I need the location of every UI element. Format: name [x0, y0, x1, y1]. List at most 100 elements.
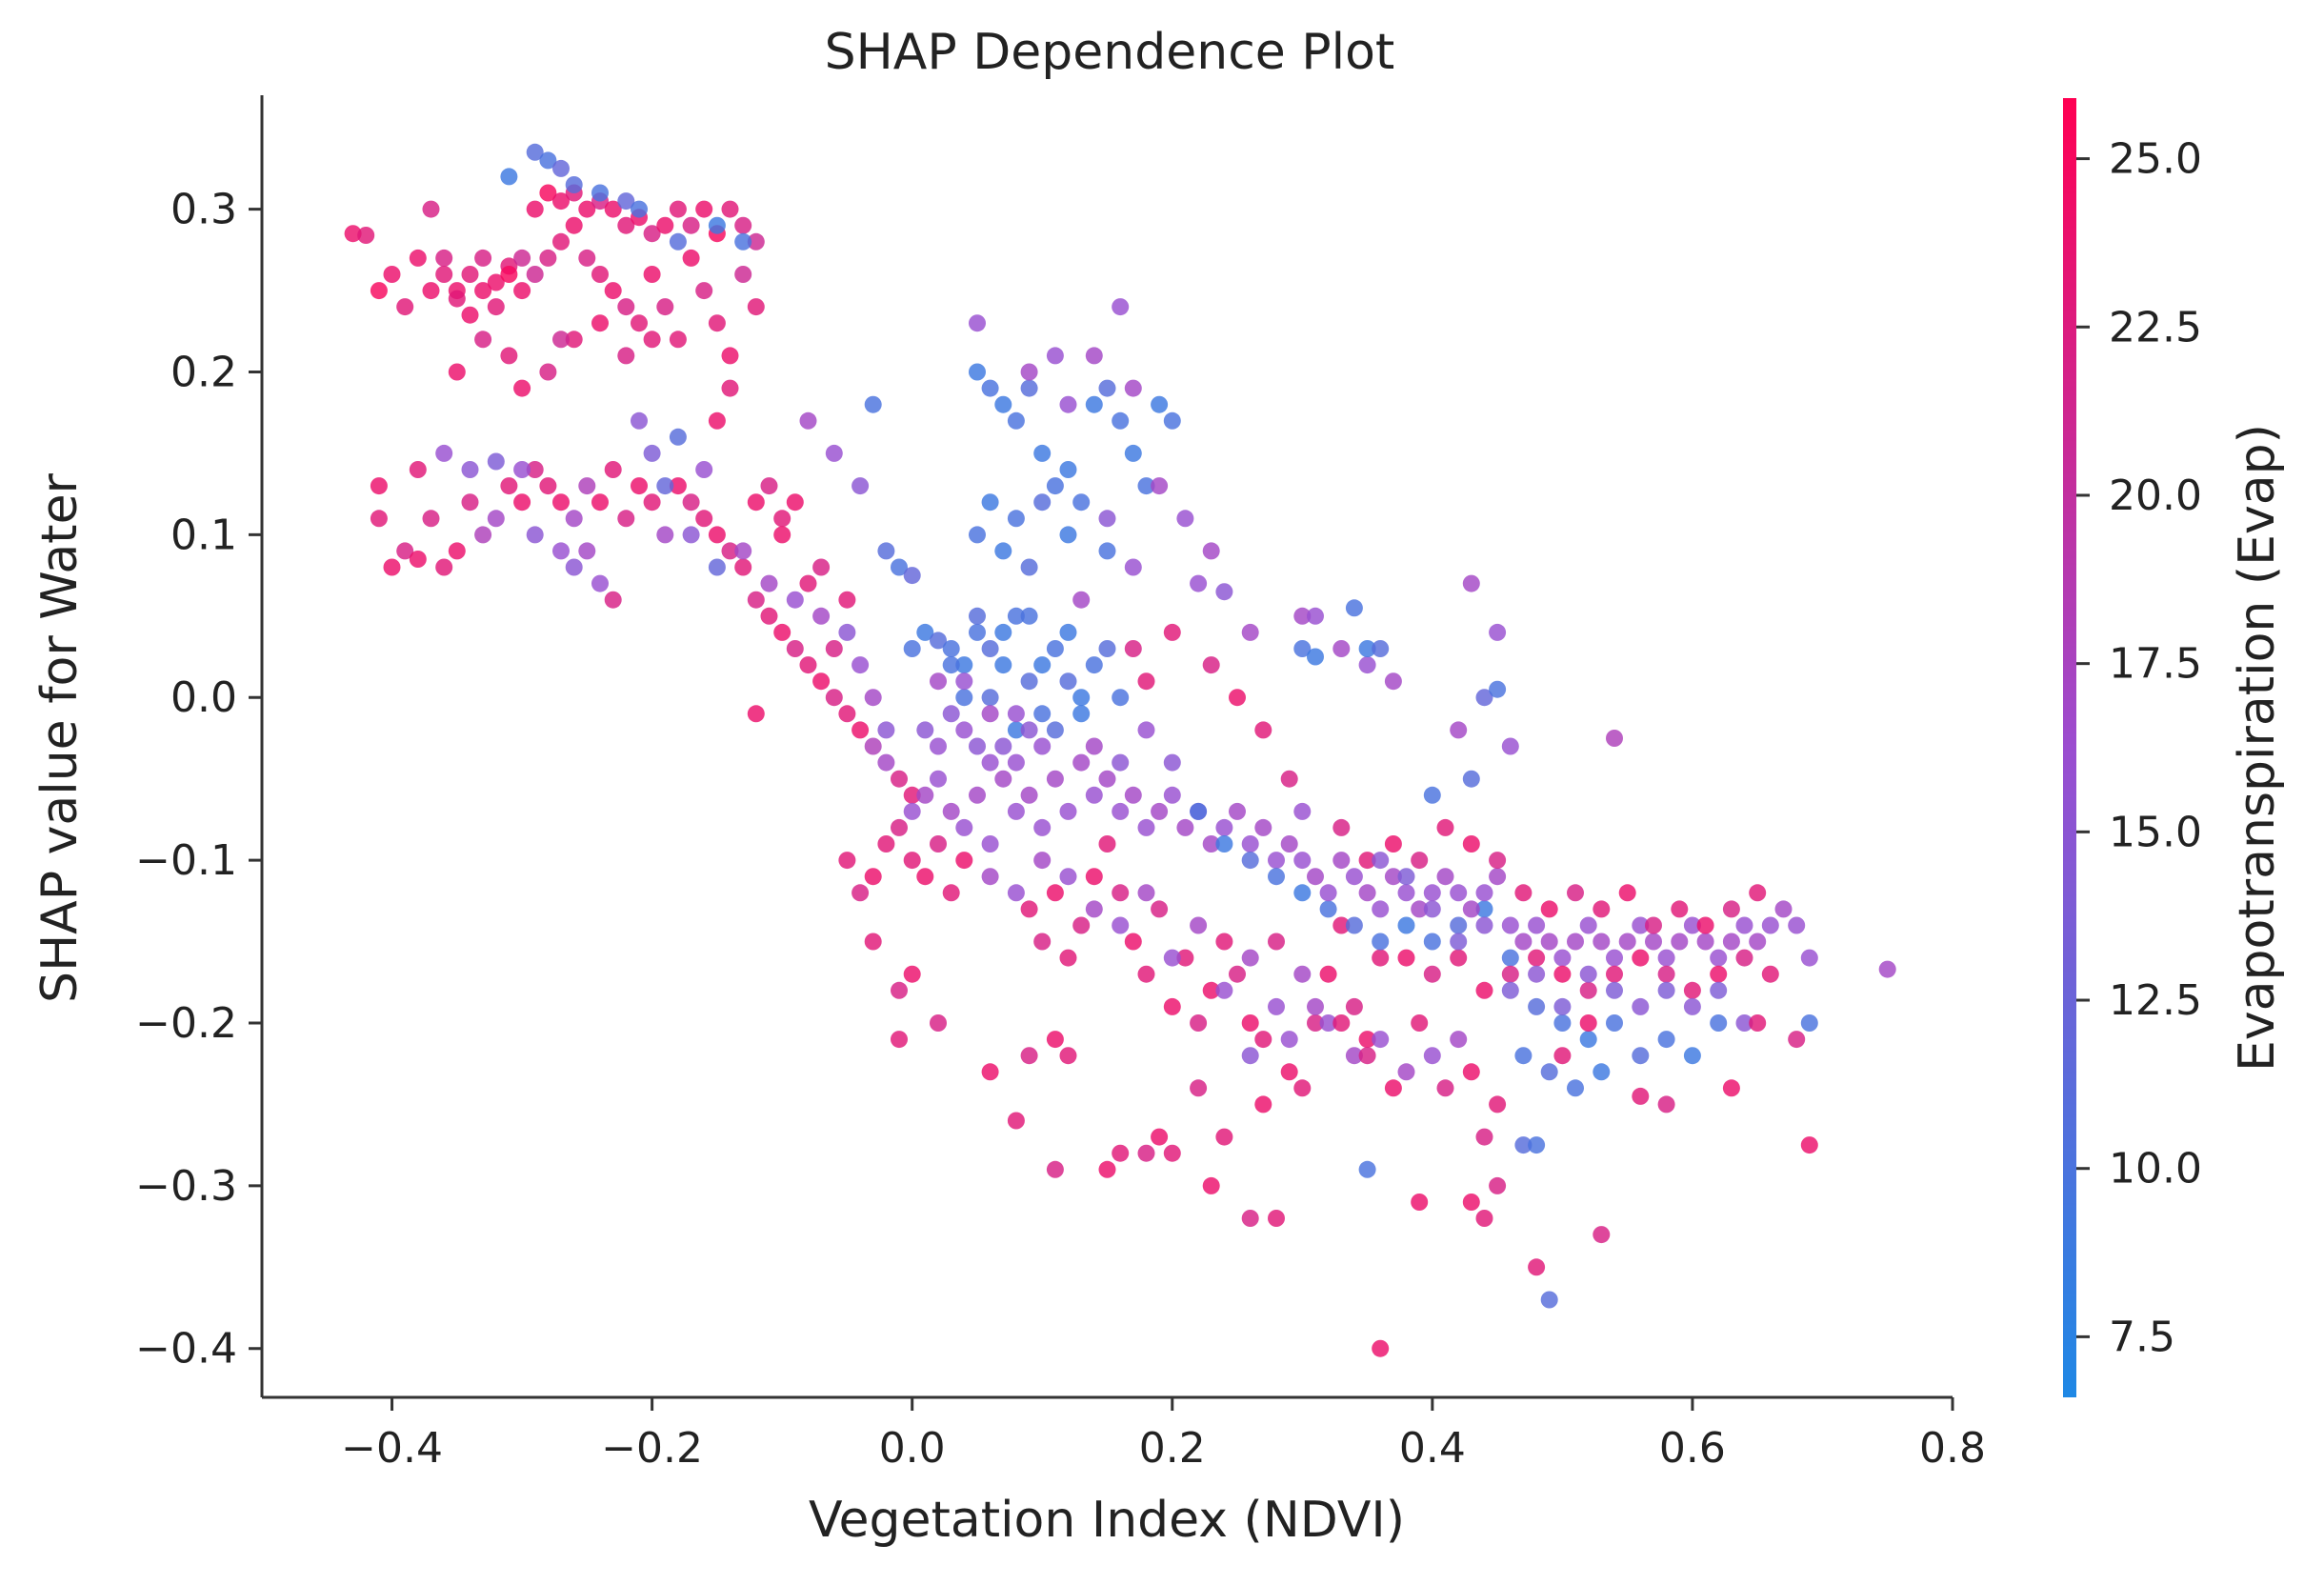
data-point [864, 395, 882, 413]
data-point [1553, 949, 1572, 967]
data-point [1462, 835, 1480, 853]
data-point [1241, 949, 1259, 967]
data-point [695, 282, 713, 300]
data-point [357, 227, 375, 244]
data-point [1059, 1047, 1077, 1065]
data-point [1501, 981, 1519, 999]
data-point [1878, 960, 1896, 978]
data-point [1020, 786, 1038, 804]
data-point [1397, 884, 1415, 902]
data-point [708, 411, 726, 430]
data-point [1254, 721, 1272, 739]
data-point [1372, 1339, 1390, 1357]
data-point [1059, 623, 1077, 641]
data-point [1345, 868, 1363, 886]
data-point [1098, 1160, 1116, 1178]
data-point [891, 981, 908, 999]
data-point [1462, 574, 1480, 592]
data-point [877, 753, 895, 772]
data-point [1722, 933, 1740, 951]
data-point [1683, 981, 1701, 999]
data-point [1528, 949, 1546, 967]
data-point [1215, 835, 1233, 853]
data-point [994, 737, 1012, 755]
data-point [1268, 933, 1285, 951]
data-point [565, 331, 583, 349]
data-point [760, 477, 778, 495]
data-point [1528, 1136, 1546, 1154]
data-point [1671, 900, 1689, 918]
data-point [1788, 916, 1806, 934]
data-point [643, 331, 661, 349]
data-point [1020, 900, 1038, 918]
data-point [851, 477, 870, 495]
data-point [1085, 786, 1103, 804]
data-point [1254, 1031, 1272, 1049]
data-point [1085, 868, 1103, 886]
data-point [1020, 379, 1038, 397]
data-point [994, 770, 1012, 788]
data-point [825, 640, 843, 657]
data-point [1345, 599, 1363, 617]
data-point [383, 558, 401, 576]
data-point [500, 347, 518, 365]
data-point [1618, 933, 1636, 951]
data-point [1137, 818, 1155, 836]
data-point [786, 591, 804, 609]
data-point [1411, 1194, 1429, 1211]
data-point [1735, 949, 1753, 967]
data-point [1020, 1047, 1038, 1065]
data-point [1124, 786, 1142, 804]
data-point [631, 200, 648, 218]
data-point [1293, 1079, 1312, 1097]
data-point [1774, 900, 1793, 918]
data-point [1332, 1014, 1351, 1032]
data-point [1215, 1128, 1233, 1146]
data-point [1046, 721, 1064, 739]
data-point [1722, 1079, 1740, 1097]
data-point [435, 249, 453, 267]
data-point [903, 852, 921, 870]
data-point [1215, 981, 1233, 999]
data-point [1280, 1031, 1298, 1049]
data-point [1423, 900, 1441, 918]
data-point [1098, 640, 1116, 657]
data-point [838, 591, 856, 609]
data-point [825, 444, 843, 462]
data-point [981, 753, 999, 772]
data-point [1540, 933, 1558, 951]
data-point [1579, 981, 1597, 999]
data-point [1735, 916, 1753, 934]
data-point [631, 477, 648, 495]
data-point [721, 200, 739, 218]
data-point [1540, 1063, 1558, 1081]
data-point [1268, 997, 1285, 1015]
data-point [1450, 1031, 1468, 1049]
data-point [930, 672, 947, 691]
data-point [1007, 705, 1025, 723]
data-point [1137, 884, 1155, 902]
data-point [1567, 884, 1584, 902]
data-point [1475, 1210, 1493, 1227]
data-point [565, 216, 583, 234]
data-point [1579, 1014, 1597, 1032]
data-point [1124, 379, 1142, 397]
data-point [1345, 916, 1363, 934]
data-point [1059, 672, 1077, 691]
data-point [1553, 965, 1572, 983]
data-point [1372, 852, 1390, 870]
data-point [942, 656, 960, 674]
data-point [1033, 737, 1052, 755]
data-point [1124, 444, 1142, 462]
data-point [1579, 1031, 1597, 1049]
data-point [1319, 900, 1337, 918]
x-tick-label: −0.2 [601, 1424, 703, 1473]
data-point [877, 721, 895, 739]
data-point [1254, 1095, 1272, 1114]
colorbar-ticks: 25.0 22.5 20.0 17.5 15.0 12.5 10.0 7.5 [2076, 135, 2202, 1361]
x-ticks: −0.4 −0.2 0.0 0.2 0.4 0.6 0.8 [341, 1397, 1986, 1473]
data-point [631, 314, 648, 332]
data-point [461, 306, 479, 324]
data-point [1749, 884, 1767, 902]
